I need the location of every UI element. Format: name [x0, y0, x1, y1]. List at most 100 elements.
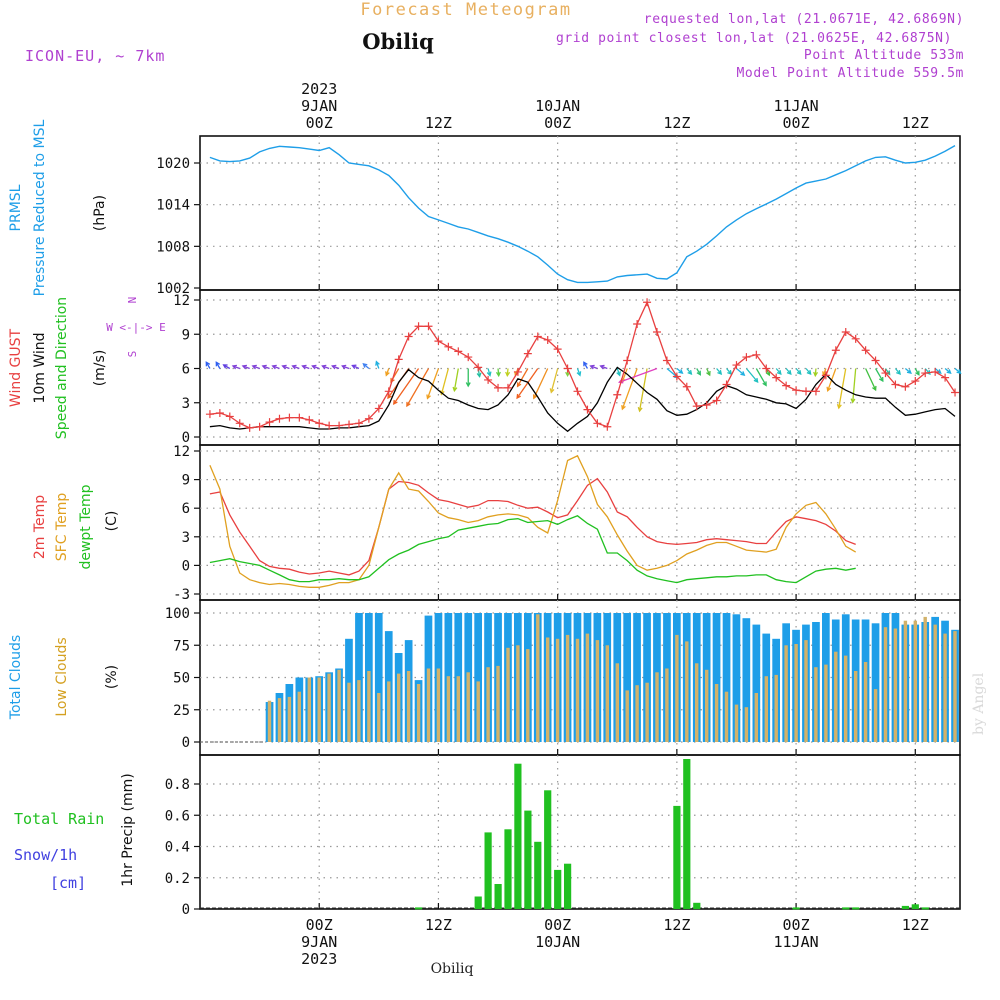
- wind-arrowhead: [311, 364, 317, 370]
- temperature-ytick-label: 9: [182, 473, 190, 489]
- panel-clouds: 0 25 50 75 100 Total Clouds Low Clouds (%): [8, 599, 961, 756]
- low-cloud-bar: [685, 641, 689, 742]
- temp-unit: (C): [104, 511, 120, 532]
- prmsl-label: PRMSL: [8, 184, 24, 231]
- wind-arrowhead: [516, 393, 521, 400]
- bottom-tick-label: 9JAN: [301, 933, 337, 951]
- wind-arrowhead: [393, 399, 398, 406]
- low-cloud-bar: [347, 682, 351, 742]
- rain-bar: [564, 863, 572, 909]
- low-cloud-bar: [575, 638, 580, 742]
- rain-bar: [415, 907, 423, 910]
- wind-ytick-label: 0: [182, 430, 190, 446]
- low-cloud-bar: [883, 627, 888, 742]
- wind-arrowhead: [205, 361, 211, 367]
- rain-bar: [792, 907, 800, 910]
- wind-arrowhead: [896, 369, 901, 376]
- gust-marker: [414, 322, 423, 331]
- wind-direction-arrow: [517, 368, 529, 387]
- pressure-ytick-label: 1020: [156, 156, 190, 172]
- total-cloud-bar: [374, 613, 383, 742]
- wind-arrowhead: [796, 369, 802, 376]
- low-cloud-bar: [903, 620, 908, 742]
- gust-marker: [811, 387, 820, 396]
- temp2m-line: [209, 477, 856, 576]
- wind-direction-arrow: [426, 368, 440, 399]
- low-cloud-bar: [714, 684, 719, 742]
- low-cloud-bar: [645, 682, 649, 742]
- panel-precip: 0 0.2 0.4 0.6 0.8 Total Rain Snow/1h [cm] 1hr Pr…: [14, 754, 961, 918]
- low-cloud-bar: [436, 668, 441, 742]
- gust-label: Wind GUST: [8, 328, 24, 407]
- total-cloud-bar: [643, 613, 651, 742]
- gust-marker: [672, 372, 681, 381]
- wind-arrowhead: [390, 377, 395, 384]
- gust-marker: [444, 342, 453, 351]
- wind-arrowhead: [486, 371, 492, 377]
- gust-marker: [841, 327, 850, 336]
- low-cloud-bar: [526, 649, 530, 742]
- low-cloud-bar: [456, 676, 460, 742]
- low-cloud-bar: [665, 668, 669, 742]
- rain-bar: [534, 841, 542, 909]
- wind-arrowhead: [362, 363, 368, 368]
- gust-marker: [394, 355, 403, 364]
- wind-arrowhead: [740, 371, 746, 376]
- wind-arrowhead: [281, 364, 287, 370]
- gust-marker: [583, 405, 592, 414]
- model-label: ICON-EU, ~ 7km: [25, 47, 165, 65]
- top-tick-label: 10JAN: [535, 97, 580, 115]
- wind-arrowhead: [532, 394, 538, 400]
- low-cloud-bar: [695, 663, 699, 742]
- low-cloud-bar: [854, 671, 858, 742]
- gust-marker: [335, 421, 344, 430]
- wind-direction-arrow: [550, 368, 559, 393]
- wind-arrowhead: [231, 364, 237, 370]
- wind-arrowhead: [906, 369, 912, 374]
- wind-arrowhead: [786, 369, 792, 376]
- low-cloud-bar: [615, 663, 619, 742]
- wind-arrowhead: [426, 394, 431, 400]
- low-cloud-bar: [277, 698, 282, 742]
- gust-marker: [424, 322, 433, 331]
- wind-ytick-label: 3: [182, 396, 190, 412]
- wind-arrowhead: [351, 364, 357, 370]
- bottom-tick-label: 10JAN: [535, 933, 580, 951]
- top-tick-label: 12Z: [902, 114, 929, 132]
- low-cloud-bar: [267, 700, 272, 742]
- low-cloud-bar: [873, 689, 878, 742]
- gridpoint-coords: grid point closest lon,lat (21.0625E, 42…: [556, 31, 952, 46]
- total-cloud-bar: [633, 613, 641, 742]
- wind-arrowhead: [251, 364, 257, 370]
- wind-arrowhead: [215, 361, 221, 367]
- wind-direction-arrow: [874, 368, 884, 382]
- bottom-tick-label: 11JAN: [774, 933, 819, 951]
- low-cloud-bar: [595, 640, 600, 742]
- model-altitude: Model Point Altitude 559.5m: [736, 66, 964, 81]
- low-cloud-bar: [834, 651, 838, 742]
- gust-marker: [802, 387, 811, 396]
- bottom-tick-label: 00Z: [544, 916, 571, 934]
- gust-marker: [881, 369, 890, 378]
- wind-arrowhead: [452, 386, 458, 393]
- wind-arrowhead: [576, 371, 582, 377]
- wind-arrowhead: [753, 377, 759, 383]
- gust-marker: [503, 383, 512, 392]
- gust-marker: [752, 350, 761, 359]
- rain-bar: [911, 904, 919, 909]
- total-cloud-bar: [732, 614, 741, 742]
- total-cloud-bar: [623, 613, 631, 742]
- gust-marker: [345, 420, 354, 429]
- precip-ytick-label: 0.8: [165, 777, 190, 793]
- wind-ytick-label: 9: [182, 327, 190, 343]
- gust-marker: [772, 373, 781, 382]
- wind-arrowhead: [505, 371, 511, 378]
- wind-arrowhead: [765, 370, 771, 377]
- low-cloud-bar: [536, 614, 540, 742]
- point-altitude: Point Altitude 533m: [804, 48, 964, 63]
- wind-arrowhead: [331, 364, 337, 370]
- gust-marker: [235, 419, 244, 428]
- gust-marker: [295, 413, 304, 422]
- low-cloud-bar: [774, 674, 778, 742]
